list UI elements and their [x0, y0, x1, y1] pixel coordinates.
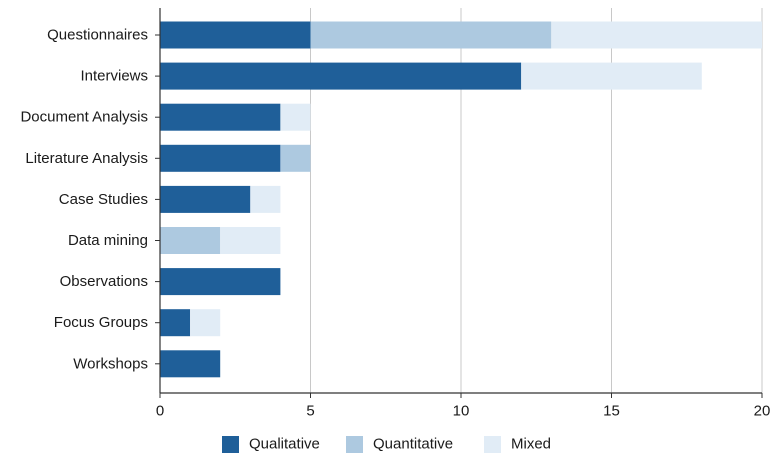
bar-qualitative-0 — [160, 21, 311, 49]
legend: Qualitative Quantitative Mixed — [222, 436, 551, 453]
bar-qualitative-4 — [160, 185, 251, 213]
bar-qualitative-7 — [160, 309, 191, 337]
x-tick-label: 5 — [306, 403, 314, 420]
bar-qualitative-8 — [160, 350, 221, 378]
bar-quantitative-5 — [160, 227, 221, 254]
category-label: Document Analysis — [20, 109, 148, 126]
legend-swatch-1 — [346, 436, 363, 453]
bar-quantitative-0 — [310, 21, 552, 49]
category-label: Observations — [60, 273, 148, 290]
bar-mixed-1 — [521, 62, 702, 90]
bar-qualitative-1 — [160, 62, 522, 90]
axes: Questionnaires Interviews Document Analysi… — [20, 8, 770, 420]
category-label: Literature Analysis — [25, 150, 148, 167]
category-label: Focus Groups — [54, 314, 148, 331]
bars — [160, 21, 762, 378]
category-label: Case Studies — [59, 191, 148, 208]
bar-quantitative-3 — [280, 144, 311, 172]
x-tick-label: 20 — [754, 403, 771, 420]
bar-qualitative-2 — [160, 103, 281, 131]
legend-label: Mixed — [511, 436, 551, 453]
bar-mixed-2 — [280, 103, 311, 131]
legend-label: Quantitative — [373, 436, 453, 453]
bar-qualitative-6 — [160, 268, 281, 296]
legend-label: Qualitative — [249, 436, 320, 453]
category-label: Data mining — [68, 232, 148, 249]
legend-swatch-2 — [484, 436, 501, 453]
x-tick-label: 0 — [156, 403, 164, 420]
category-label: Interviews — [80, 68, 148, 85]
bar-mixed-0 — [551, 21, 762, 49]
bar-qualitative-3 — [160, 144, 281, 172]
bar-mixed-7 — [190, 309, 221, 337]
bar-mixed-4 — [250, 185, 281, 213]
bar-mixed-5 — [220, 227, 281, 254]
x-tick-label: 10 — [453, 403, 470, 420]
category-label: Questionnaires — [47, 27, 148, 44]
x-tick-label: 15 — [603, 403, 620, 420]
legend-swatch-0 — [222, 436, 239, 453]
category-label: Workshops — [73, 355, 148, 372]
